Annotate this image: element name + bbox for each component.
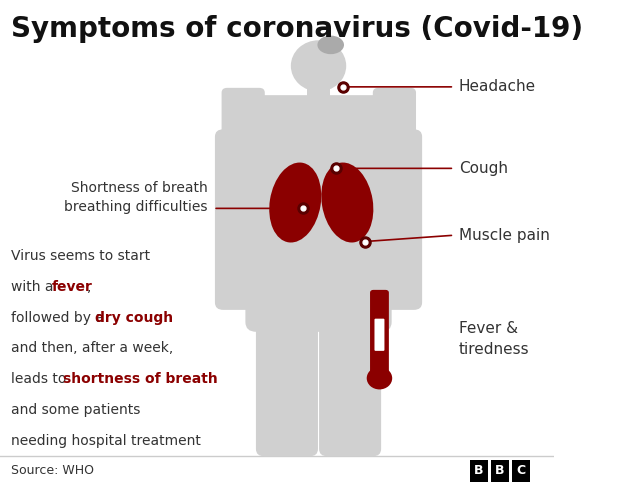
FancyBboxPatch shape	[378, 129, 422, 310]
Text: Symptoms of coronavirus (Covid-19): Symptoms of coronavirus (Covid-19)	[11, 15, 583, 42]
Ellipse shape	[317, 36, 344, 54]
Ellipse shape	[321, 163, 373, 243]
Text: with a: with a	[11, 280, 58, 294]
Text: followed by a: followed by a	[11, 311, 108, 325]
Text: Fever &
tiredness: Fever & tiredness	[459, 321, 529, 357]
Text: and some patients: and some patients	[11, 403, 140, 417]
FancyBboxPatch shape	[307, 77, 330, 110]
FancyBboxPatch shape	[319, 298, 381, 456]
Text: Muscle pain: Muscle pain	[459, 228, 550, 243]
FancyBboxPatch shape	[491, 460, 509, 482]
Text: dry cough: dry cough	[95, 311, 173, 325]
FancyBboxPatch shape	[370, 290, 389, 386]
FancyBboxPatch shape	[470, 460, 488, 482]
FancyBboxPatch shape	[245, 266, 392, 332]
FancyBboxPatch shape	[512, 460, 530, 482]
Circle shape	[367, 367, 392, 389]
FancyBboxPatch shape	[374, 319, 385, 351]
FancyBboxPatch shape	[256, 298, 318, 456]
Text: needing hospital treatment: needing hospital treatment	[11, 434, 201, 447]
Text: C: C	[516, 465, 525, 477]
FancyBboxPatch shape	[373, 88, 416, 154]
Ellipse shape	[269, 163, 321, 243]
Text: Cough: Cough	[459, 161, 508, 176]
Text: Shortness of breath
breathing difficulties: Shortness of breath breathing difficulti…	[64, 181, 208, 214]
Text: Virus seems to start: Virus seems to start	[11, 249, 155, 263]
Text: ,: ,	[87, 280, 92, 294]
Text: and then, after a week,: and then, after a week,	[11, 342, 173, 355]
FancyBboxPatch shape	[244, 95, 394, 293]
Ellipse shape	[291, 40, 346, 92]
FancyBboxPatch shape	[215, 129, 259, 310]
Text: B: B	[474, 465, 484, 477]
Text: fever: fever	[52, 280, 93, 294]
Text: shortness of breath: shortness of breath	[63, 372, 218, 386]
Text: Source: WHO: Source: WHO	[11, 465, 94, 477]
Text: B: B	[495, 465, 505, 477]
Text: leads to: leads to	[11, 372, 71, 386]
Text: Headache: Headache	[459, 80, 536, 94]
FancyBboxPatch shape	[221, 88, 265, 154]
